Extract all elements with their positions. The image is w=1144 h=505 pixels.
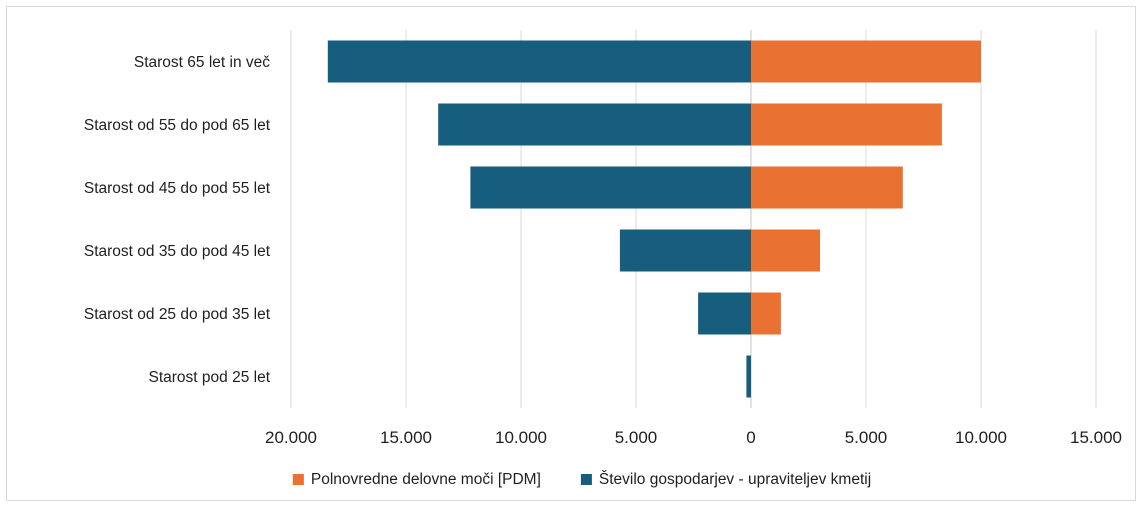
category-label: Starost od 45 do pod 55 let: [84, 180, 271, 197]
bar-left-2: [470, 166, 751, 209]
x-tick-label: 10.000: [495, 428, 547, 447]
bar-right-2: [751, 166, 903, 209]
legend: Polnovredne delovne moči [PDM] Število go…: [292, 471, 871, 488]
x-tick-label: 5.000: [845, 428, 888, 447]
legend-label: Polnovredne delovne moči [PDM]: [311, 471, 541, 488]
x-axis-ticks: 20.000 15.000 10.000 5.000 0 5.000 10.000 15.00…: [265, 428, 1122, 447]
category-label: Starost od 35 do pod 45 let: [84, 243, 271, 260]
category-label: Starost od 55 do pod 65 let: [84, 117, 271, 134]
legend-swatch: [292, 474, 304, 485]
category-labels: Starost 65 let in več Starost od 55 do po…: [84, 54, 271, 386]
bar-left-4: [698, 292, 751, 335]
chart-frame: [6, 6, 1136, 501]
bar-right-3: [751, 229, 820, 272]
x-tick-label: 15.000: [1070, 428, 1122, 447]
legend-label: Število gospodarjev - upraviteljev kmeti…: [599, 471, 871, 488]
legend-item: Polnovredne delovne moči [PDM]: [292, 471, 541, 488]
x-tick-label: 15.000: [380, 428, 432, 447]
x-tick-label: 20.000: [265, 428, 317, 447]
bar-left-3: [619, 229, 751, 272]
x-tick-label: 0: [746, 428, 755, 447]
category-label: Starost 65 let in več: [134, 54, 270, 71]
legend-item: Število gospodarjev - upraviteljev kmeti…: [580, 471, 871, 488]
bar-left-0: [327, 40, 751, 83]
bar-left-5: [746, 355, 751, 398]
x-tick-label: 5.000: [615, 428, 658, 447]
bar-right-4: [751, 292, 781, 335]
gridlines: [290, 30, 1097, 408]
bar-left-1: [438, 103, 751, 146]
bar-right-1: [751, 103, 942, 146]
bars: [327, 40, 981, 398]
x-tick-label: 10.000: [955, 428, 1007, 447]
bar-right-0: [751, 40, 981, 83]
legend-swatch: [580, 474, 592, 485]
category-label: Starost pod 25 let: [149, 369, 271, 386]
category-label: Starost od 25 do pod 35 let: [84, 306, 271, 323]
